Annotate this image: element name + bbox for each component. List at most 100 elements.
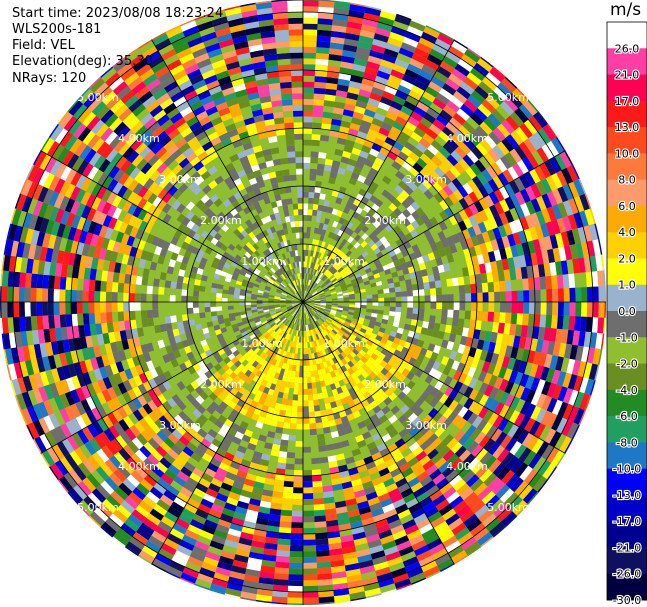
velocity-gate [407,330,415,338]
velocity-gate [420,203,430,214]
velocity-gate [460,170,472,183]
velocity-gate [343,145,354,154]
velocity-gate [371,254,379,262]
velocity-gate [363,264,371,271]
velocity-gate [337,295,344,299]
velocity-gate [434,213,444,224]
velocity-gate [331,278,338,283]
velocity-gate [280,404,287,411]
velocity-gate [411,210,421,221]
velocity-gate [331,233,338,240]
velocity-gate [486,165,498,179]
velocity-gate [289,428,297,436]
velocity-gate [440,316,448,325]
velocity-gate [592,302,599,318]
velocity-gate [398,165,409,176]
velocity-gate [405,279,412,286]
velocity-gate [453,162,466,175]
velocity-gate [308,302,315,304]
velocity-gate [308,298,315,301]
velocity-gate [316,163,325,171]
velocity-gate [70,289,78,302]
velocity-gate [442,302,448,310]
velocity-gate [420,269,428,277]
velocity-gate [540,178,552,194]
velocity-gate [1,286,8,302]
velocity-gate [313,99,325,106]
velocity-gate [434,38,451,51]
velocity-gate [310,227,315,234]
velocity-gate [317,157,326,165]
velocity-gate [588,363,598,381]
velocity-gate [337,229,344,237]
velocity-gate [306,293,312,298]
velocity-gate [383,252,391,260]
velocity-gate [378,305,385,311]
velocity-gate [541,144,555,160]
velocity-gate [82,302,89,314]
velocity-gate [310,221,316,228]
velocity-gate [316,210,323,217]
velocity-gate [314,297,320,300]
velocity-gate [59,276,67,290]
velocity-gate [497,270,505,282]
velocity-gate [360,308,367,312]
velocity-gate [303,487,313,494]
velocity-gate [384,184,395,194]
velocity-gate [476,172,488,186]
velocity-gate [134,293,141,302]
velocity-gate [382,141,393,152]
velocity-gate [459,335,468,346]
velocity-gate [332,13,349,22]
velocity-gate [317,288,323,293]
velocity-gate [534,302,541,315]
velocity-gate [140,310,148,319]
velocity-gate [411,177,422,188]
velocity-gate [584,193,592,209]
velocity-gate [390,100,404,111]
velocity-gate [308,197,314,204]
velocity-gate [367,55,382,65]
velocity-gate [429,123,442,136]
velocity-gate [321,181,329,189]
velocity-gate [330,267,336,274]
velocity-gate [487,341,496,353]
velocity-gate [418,137,431,149]
velocity-gate [381,279,389,286]
velocity-gate [583,362,593,379]
velocity-gate [135,310,142,320]
velocity-gate [320,241,326,248]
velocity-gate [552,204,563,220]
velocity-gate [520,202,531,217]
velocity-gate [336,209,344,218]
velocity-gate [308,186,316,193]
velocity-gate [473,329,481,340]
velocity-gate [519,123,533,139]
velocity-gate [303,365,307,372]
velocity-gate [547,248,556,263]
velocity-gate [303,46,317,53]
velocity-gate [315,58,329,66]
velocity-gate [175,308,182,316]
velocity-gate [146,285,153,295]
velocity-gate [554,154,567,171]
velocity-gate [410,220,420,230]
velocity-gate [288,568,303,575]
velocity-gate [329,251,335,259]
velocity-gate [303,516,315,523]
velocity-gate [483,219,493,232]
velocity-gate [357,229,366,238]
velocity-gate [515,267,523,280]
velocity-gate [303,151,311,158]
velocity-gate [380,228,389,237]
velocity-gate [503,323,511,335]
velocity-gate [335,256,342,264]
velocity-gate [542,124,556,141]
velocity-gate [313,503,325,511]
velocity-gate [303,348,306,355]
velocity-gate [303,533,316,540]
velocity-gate [541,208,552,224]
velocity-gate [303,498,314,505]
velocity-gate [303,504,314,511]
velocity-gate [523,138,537,154]
